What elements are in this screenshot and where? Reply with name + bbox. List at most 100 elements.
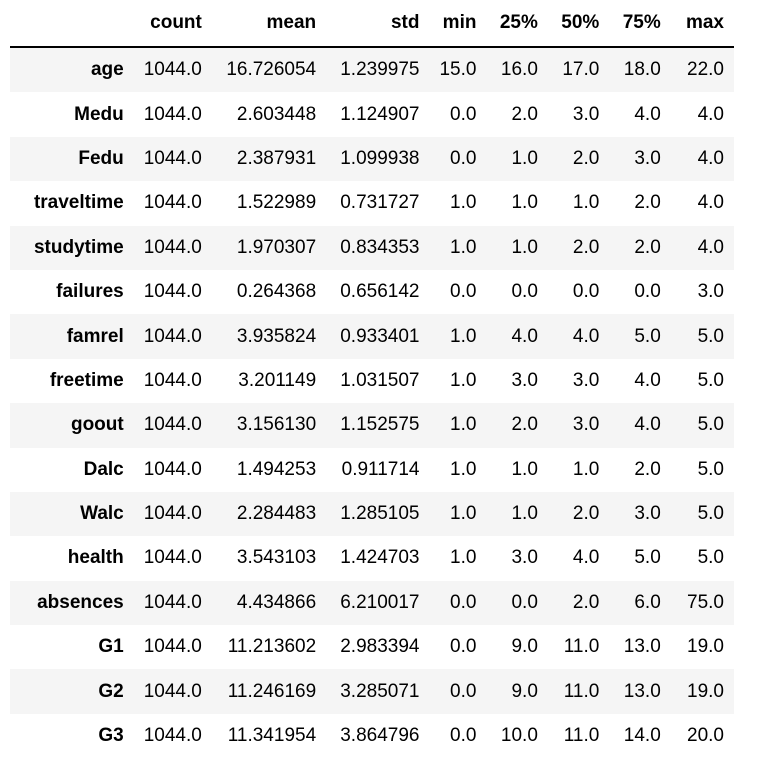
cell-max: 75.0 xyxy=(687,591,724,613)
cell-75: 3.0 xyxy=(634,503,661,525)
cell-count: 1044.0 xyxy=(143,414,202,436)
cell-max: 20.0 xyxy=(687,725,724,747)
header-row: count mean std min 25% 50% 75% max xyxy=(10,0,734,48)
cell-50: 11.0 xyxy=(563,636,600,658)
cell-max: 3.0 xyxy=(697,281,724,303)
cell-50: 11.0 xyxy=(563,725,600,747)
cell-75: 0.0 xyxy=(634,281,661,303)
cell-25: 10.0 xyxy=(500,725,538,747)
cell-75: 2.0 xyxy=(634,192,661,214)
row-label: goout xyxy=(70,414,124,436)
cell-75: 4.0 xyxy=(634,414,661,436)
cell-75: 6.0 xyxy=(634,591,661,613)
cell-count: 1044.0 xyxy=(143,147,202,169)
cell-std: 0.731727 xyxy=(340,192,420,214)
cell-50: 2.0 xyxy=(572,591,600,613)
cell-count: 1044.0 xyxy=(143,325,202,347)
cell-mean: 1.970307 xyxy=(236,236,317,258)
column-header-25: 25% xyxy=(486,0,548,48)
cell-min: 0.0 xyxy=(450,591,477,613)
cell-std: 6.210017 xyxy=(340,591,420,613)
cell-max: 4.0 xyxy=(697,236,724,258)
cell-count: 1044.0 xyxy=(143,591,202,613)
cell-max: 5.0 xyxy=(697,503,724,525)
cell-std: 0.933401 xyxy=(340,325,420,347)
cell-mean: 2.603448 xyxy=(236,103,317,125)
cell-max: 22.0 xyxy=(687,59,724,81)
cell-min: 0.0 xyxy=(450,103,477,125)
table-row: G1 1044.0 11.213602 2.983394 0.0 9.0 11.0 13.0 1… xyxy=(10,625,734,670)
cell-25: 1.0 xyxy=(511,503,538,525)
cell-max: 5.0 xyxy=(697,369,724,391)
cell-max: 5.0 xyxy=(697,547,724,569)
cell-50: 11.0 xyxy=(563,680,600,702)
cell-mean: 4.434866 xyxy=(236,591,317,613)
cell-max: 4.0 xyxy=(697,103,724,125)
column-header-count: count xyxy=(133,0,212,48)
cell-max: 4.0 xyxy=(697,147,724,169)
cell-mean: 1.494253 xyxy=(236,458,317,480)
cell-50: 3.0 xyxy=(572,414,600,436)
cell-50: 2.0 xyxy=(572,236,600,258)
cell-50: 0.0 xyxy=(572,281,600,303)
cell-min: 1.0 xyxy=(450,369,477,391)
cell-min: 1.0 xyxy=(450,236,477,258)
table-header: count mean std min 25% 50% 75% max xyxy=(10,0,734,48)
row-label: famrel xyxy=(66,325,124,347)
cell-25: 16.0 xyxy=(500,59,538,81)
table-row: absences 1044.0 4.434866 6.210017 0.0 0.0 2.0 6… xyxy=(10,580,734,626)
column-header-max: max xyxy=(670,0,734,48)
statistics-table: count mean std min 25% 50% 75% max age 10… xyxy=(10,0,734,759)
cell-std: 1.124907 xyxy=(340,103,420,125)
row-label: failures xyxy=(56,281,124,303)
row-label: traveltime xyxy=(33,192,124,214)
cell-count: 1044.0 xyxy=(143,680,202,702)
cell-75: 13.0 xyxy=(623,636,661,658)
table-row: traveltime 1044.0 1.522989 0.731727 1.0 1.0 1.… xyxy=(10,181,734,226)
cell-max: 5.0 xyxy=(697,414,724,436)
cell-75: 18.0 xyxy=(623,59,661,81)
cell-mean: 11.213602 xyxy=(227,636,317,658)
column-header-50: 50% xyxy=(547,0,610,48)
cell-25: 0.0 xyxy=(511,281,538,303)
cell-count: 1044.0 xyxy=(143,636,202,658)
cell-min: 1.0 xyxy=(450,547,477,569)
table-row: G3 1044.0 11.341954 3.864796 0.0 10.0 11.0 14.0… xyxy=(10,713,734,759)
table-row: Medu 1044.0 2.603448 1.124907 0.0 2.0 3.0 4.0 4.… xyxy=(10,92,734,137)
row-label: Fedu xyxy=(78,147,124,169)
cell-25: 3.0 xyxy=(511,369,538,391)
cell-50: 4.0 xyxy=(572,547,600,569)
cell-min: 0.0 xyxy=(450,281,477,303)
cell-25: 1.0 xyxy=(511,458,538,480)
cell-count: 1044.0 xyxy=(143,458,202,480)
table-body: age 1044.0 16.726054 1.239975 15.0 16.0 17.0 18… xyxy=(10,47,734,759)
table-row: failures 1044.0 0.264368 0.656142 0.0 0.0 0.0 0… xyxy=(10,269,734,315)
cell-count: 1044.0 xyxy=(143,503,202,525)
cell-75: 14.0 xyxy=(623,725,661,747)
cell-25: 0.0 xyxy=(511,591,538,613)
row-label: G1 xyxy=(98,636,124,658)
cell-mean: 3.935824 xyxy=(236,325,317,347)
cell-75: 5.0 xyxy=(634,325,661,347)
cell-std: 2.983394 xyxy=(340,636,420,658)
table-row: G2 1044.0 11.246169 3.285071 0.0 9.0 11.0 13.0 1… xyxy=(10,669,734,714)
row-label: health xyxy=(67,547,124,569)
cell-25: 1.0 xyxy=(511,236,538,258)
cell-max: 19.0 xyxy=(687,636,724,658)
cell-25: 3.0 xyxy=(511,547,538,569)
cell-25: 2.0 xyxy=(511,414,538,436)
cell-mean: 1.522989 xyxy=(236,192,317,214)
table-row: age 1044.0 16.726054 1.239975 15.0 16.0 17.0 18… xyxy=(10,47,734,93)
cell-50: 1.0 xyxy=(572,192,600,214)
cell-mean: 0.264368 xyxy=(236,281,317,303)
table-row: health 1044.0 3.543103 1.424703 1.0 3.0 4.0 5.0… xyxy=(10,536,734,581)
table-row: Walc 1044.0 2.284483 1.285105 1.0 1.0 2.0 3.0 5.… xyxy=(10,491,734,537)
cell-std: 1.099938 xyxy=(340,147,420,169)
cell-count: 1044.0 xyxy=(143,103,202,125)
cell-count: 1044.0 xyxy=(143,59,202,81)
cell-mean: 2.387931 xyxy=(236,147,317,169)
cell-max: 19.0 xyxy=(687,680,724,702)
cell-max: 4.0 xyxy=(697,192,724,214)
column-header-mean: mean xyxy=(211,0,327,48)
cell-75: 4.0 xyxy=(634,369,661,391)
